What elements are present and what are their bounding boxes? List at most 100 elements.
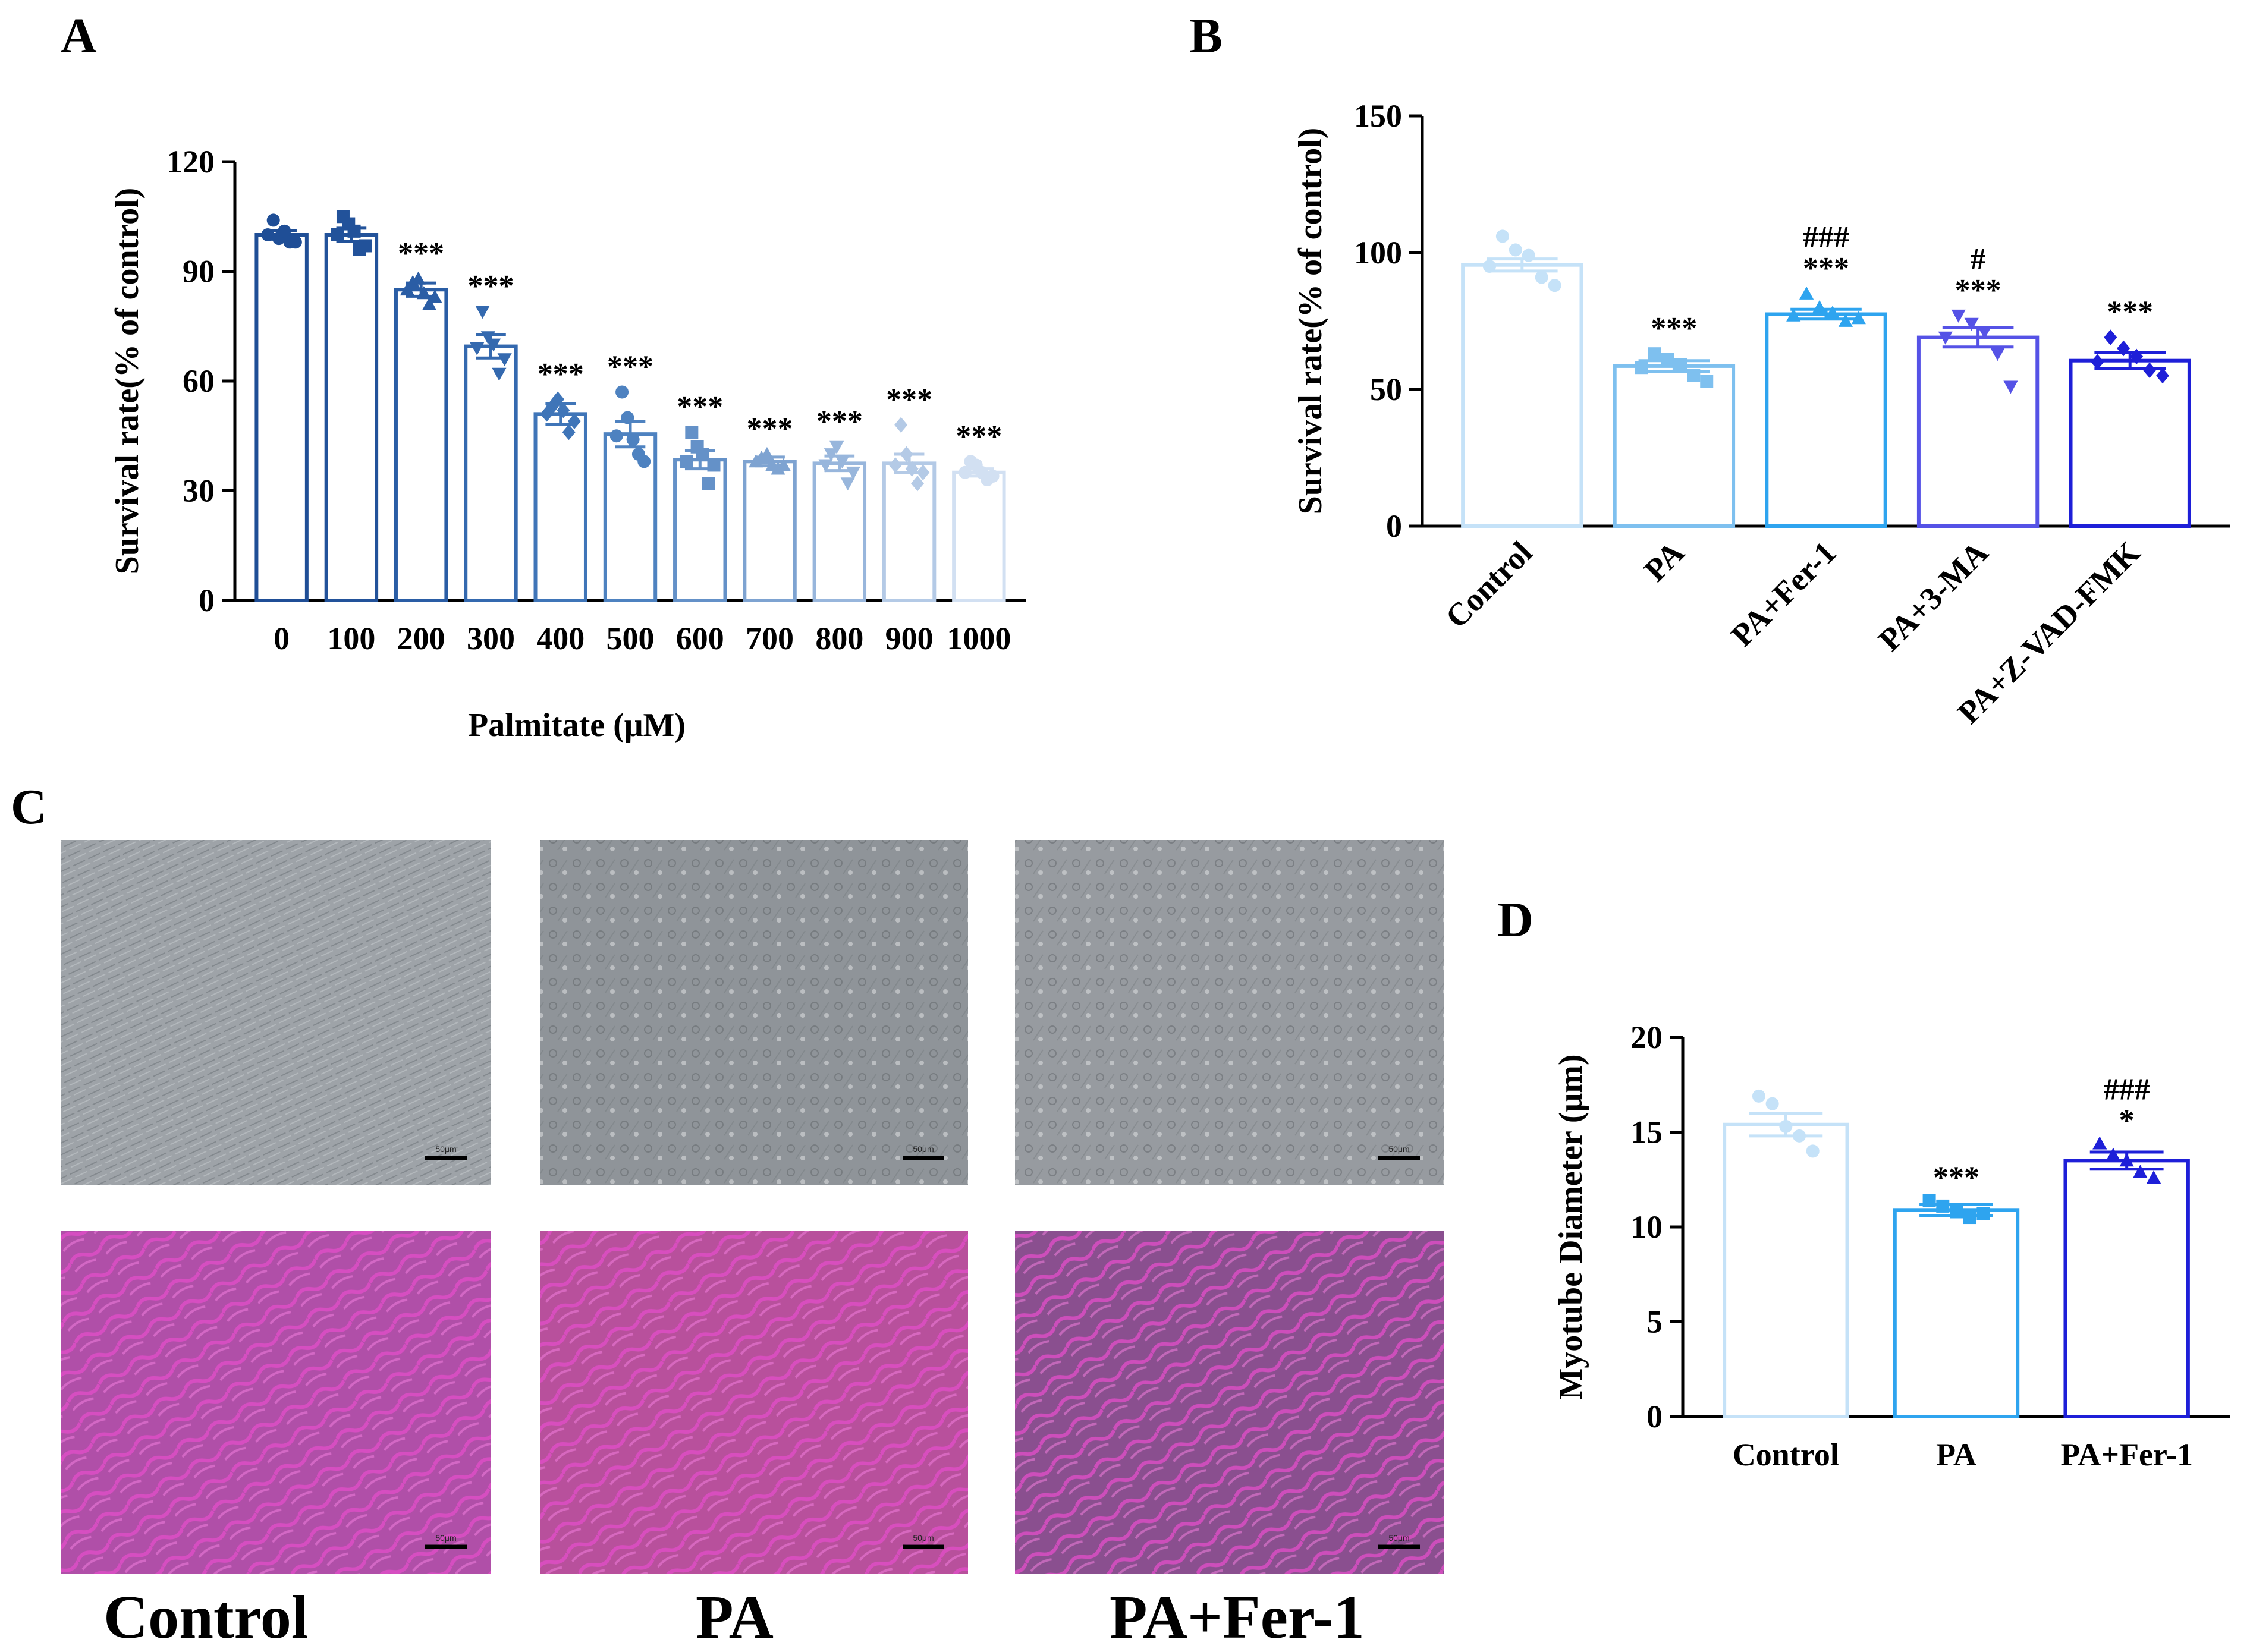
data-point — [1838, 313, 1853, 327]
scale-bar-label: 50μm — [435, 1533, 456, 1543]
image-texture — [61, 840, 491, 1185]
bar — [1765, 312, 1887, 528]
significance-label: *** — [956, 419, 1002, 453]
y-tick-label: 0 — [1386, 508, 1402, 544]
significance-label: *** — [398, 237, 444, 270]
micrograph-grid: 50μm 50μm 50μm 50μm 50μm 50μm — [61, 840, 1444, 1574]
data-point — [2130, 348, 2144, 364]
bar — [324, 233, 379, 602]
data-point — [359, 239, 372, 253]
data-point — [492, 367, 507, 381]
bar — [882, 461, 937, 602]
x-tick-label: 1000 — [947, 621, 1011, 656]
data-point — [637, 455, 651, 468]
data-point — [497, 353, 512, 367]
data-point — [900, 446, 913, 462]
data-point — [1977, 326, 1992, 339]
data-point — [911, 476, 925, 492]
scale-bar-label: 50μm — [1388, 1144, 1409, 1154]
y-tick-label: 150 — [1354, 98, 1402, 134]
significance-label: *** — [1651, 311, 1697, 345]
data-point — [1674, 358, 1688, 372]
chart-b: 0 50 100 150 Survival rate(% of control) Cont… — [1292, 98, 2230, 731]
chart-a: 0 30 60 90 120 Survival rate(% of control) Pal… — [109, 144, 1026, 744]
caption-pa: PA — [696, 1583, 774, 1651]
panel-label-c: C — [11, 779, 47, 835]
data-point — [1765, 1097, 1779, 1110]
bar — [1461, 263, 1583, 528]
x-tick-label: 800 — [815, 621, 863, 656]
panel-label-a: A — [61, 8, 97, 64]
data-point — [331, 228, 344, 241]
data-point — [557, 402, 570, 418]
x-tick-label: 300 — [467, 621, 515, 656]
data-point — [1806, 1144, 1820, 1158]
data-point — [1976, 1207, 1990, 1220]
data-point — [1535, 270, 1548, 284]
data-point — [470, 342, 485, 355]
data-point — [2092, 1136, 2107, 1150]
data-point — [475, 306, 490, 319]
data-point — [894, 417, 908, 433]
data-point — [1752, 1089, 1765, 1103]
data-point — [621, 411, 634, 424]
y-tick-label: 5 — [1646, 1304, 1663, 1340]
bar — [2063, 1159, 2190, 1418]
scale-bar-label: 50μm — [435, 1144, 456, 1154]
stained-image-pa: 50μm — [540, 1231, 968, 1574]
y-tick-label: 100 — [1354, 235, 1402, 270]
data-point — [2003, 380, 2018, 394]
data-point — [2104, 329, 2117, 345]
data-point — [1951, 309, 1966, 323]
chart-d: 0 5 10 15 20 Myotube Diameter (μm) Control *** P… — [1553, 1019, 2230, 1472]
x-tick-label: 600 — [676, 621, 724, 656]
x-tick-label: PA+Fer-1 — [2060, 1437, 2193, 1472]
data-point — [411, 271, 426, 285]
data-point — [1495, 229, 1509, 243]
significance-label: *** — [467, 269, 514, 303]
data-point — [1687, 369, 1701, 382]
significance-label: *** — [886, 383, 932, 417]
y-tick-label: 10 — [1630, 1209, 1663, 1245]
y-tick-label: 120 — [166, 144, 215, 180]
data-point — [1522, 248, 1535, 262]
x-tick-label: 400 — [536, 621, 585, 656]
image-texture — [540, 1231, 968, 1574]
scale-bar-label: 50μm — [1388, 1533, 1409, 1543]
x-tick-label: 200 — [397, 621, 445, 656]
data-point — [685, 426, 699, 439]
y-tick-label: 20 — [1630, 1019, 1663, 1055]
bar — [673, 458, 727, 602]
data-point — [1661, 353, 1674, 366]
image-texture — [1015, 1231, 1444, 1574]
data-point — [2119, 1153, 2134, 1167]
significance-label: *** — [2107, 295, 2153, 329]
data-point — [266, 213, 280, 227]
image-texture — [540, 840, 968, 1185]
image-texture — [61, 1231, 491, 1574]
caption-pa-fer1: PA+Fer-1 — [1110, 1583, 1365, 1651]
data-point — [545, 398, 559, 415]
x-tick-label: 700 — [746, 621, 794, 656]
significance-label: *** — [1933, 1160, 1979, 1194]
bar — [2069, 358, 2191, 528]
scale-bar-label: 50μm — [913, 1533, 934, 1543]
data-point — [480, 331, 495, 345]
bar — [1613, 364, 1736, 528]
x-tick-label: 100 — [327, 621, 375, 656]
data-point — [707, 458, 721, 472]
data-point — [567, 413, 581, 429]
y-axis-title: Survival rate(% of control) — [109, 188, 146, 575]
data-point — [1938, 331, 1953, 345]
data-point — [905, 461, 919, 477]
data-point — [1786, 308, 1801, 322]
data-point — [702, 477, 715, 490]
brightfield-image-control: 50μm — [61, 840, 491, 1185]
data-point — [835, 455, 850, 469]
caption-control: Control — [103, 1583, 309, 1651]
bar — [952, 470, 1006, 602]
data-point — [278, 224, 291, 238]
data-point — [986, 469, 1000, 483]
x-axis-title: Palmitate (μM) — [468, 707, 686, 744]
